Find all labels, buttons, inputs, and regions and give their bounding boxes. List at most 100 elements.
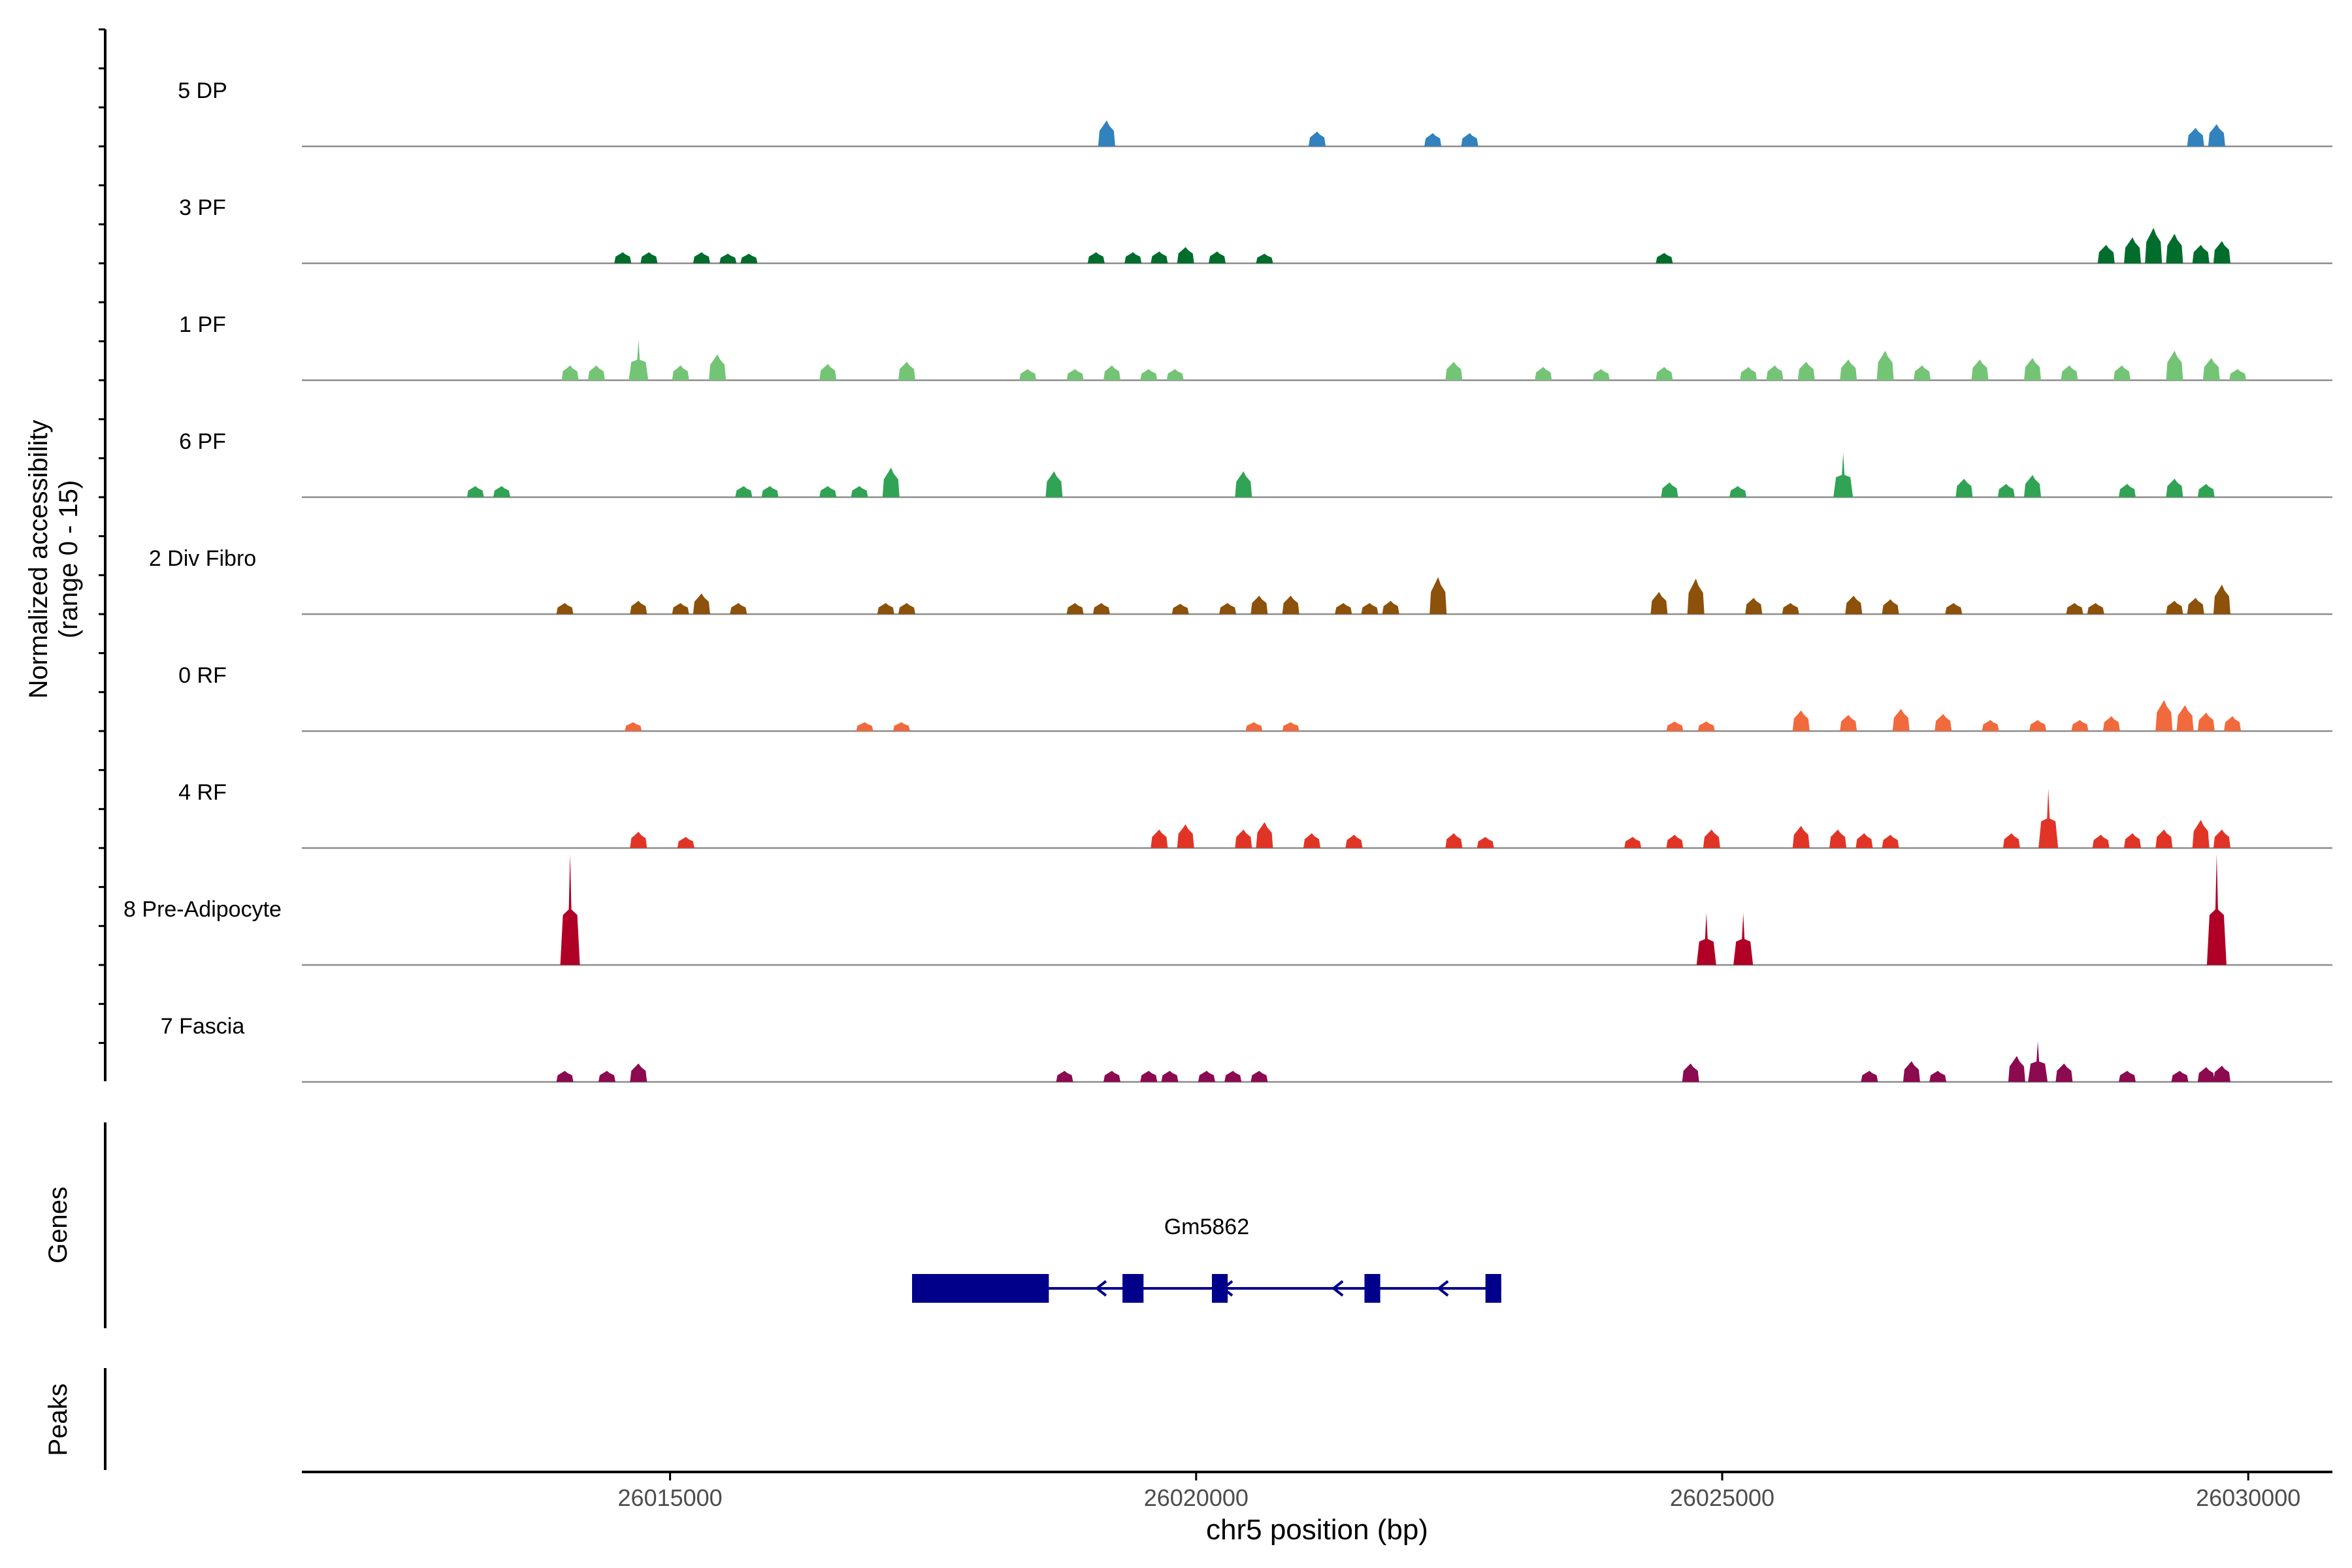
- coverage-peak: [1914, 365, 1931, 380]
- coverage-peak: [2028, 1041, 2048, 1082]
- coverage-peak: [2166, 350, 2183, 380]
- coverage-peak: [493, 486, 510, 497]
- gene-exon: [1485, 1274, 1501, 1303]
- coverage-peak: [1882, 834, 1899, 848]
- coverage-peak: [2024, 358, 2041, 380]
- coverage-peak: [2087, 603, 2104, 614]
- coverage-peak: [598, 1071, 615, 1082]
- gene-exon: [1211, 1274, 1228, 1303]
- track-label: 6 PF: [179, 429, 226, 454]
- coverage-peak: [2029, 720, 2047, 731]
- coverage-peak: [2197, 483, 2215, 497]
- coverage-peak: [1656, 253, 1673, 263]
- coverage-peak: [693, 593, 710, 614]
- coverage-peak: [1882, 599, 1899, 614]
- coverage-peak: [466, 486, 484, 497]
- coverage-peak: [882, 467, 900, 497]
- coverage-peak: [1166, 369, 1184, 380]
- coverage-peak: [1876, 350, 1894, 380]
- coverage-peak: [2192, 244, 2210, 263]
- coverage-peak: [1624, 837, 1642, 848]
- track-label: 5 DP: [178, 78, 227, 103]
- coverage-peak: [630, 1063, 647, 1082]
- coverage-peak: [1361, 603, 1379, 614]
- coverage-peak: [1235, 829, 1252, 848]
- coverage-peak: [630, 832, 647, 848]
- track-label: 0 RF: [178, 663, 227, 688]
- coverage-peak: [1661, 482, 1678, 497]
- coverage-peak: [1282, 595, 1299, 614]
- coverage-peak: [1840, 715, 1857, 731]
- coverage-peak: [2145, 227, 2163, 263]
- x-tick-label: 26020000: [1144, 1484, 1249, 1511]
- coverage-peak: [1766, 365, 1784, 380]
- coverage-peak: [1303, 833, 1320, 848]
- coverage-peak: [2155, 700, 2173, 731]
- coverage-peak: [1729, 486, 1747, 497]
- coverage-peak: [1782, 603, 1799, 614]
- coverage-peak: [2097, 244, 2115, 263]
- track-label: 2 Div Fibro: [149, 546, 256, 571]
- coverage-peak: [629, 339, 649, 380]
- coverage-peak: [1656, 367, 1673, 380]
- track-7-fascia: 7 Fascia: [161, 1014, 2332, 1083]
- track-1-pf: 1 PF: [179, 312, 2332, 382]
- coverage-peak: [1177, 824, 1194, 848]
- coverage-peak: [2213, 829, 2230, 848]
- gene-exon: [912, 1274, 1049, 1303]
- coverage-peak: [2166, 478, 2183, 497]
- accessibility-y-axis: [99, 28, 106, 1081]
- coverage-peak: [2124, 833, 2141, 848]
- coverage-peak: [1198, 1071, 1215, 1082]
- coverage-peak: [1845, 595, 1863, 614]
- coverage-peak: [735, 486, 753, 497]
- coverage-peak: [2176, 705, 2194, 731]
- coverage-peak: [2187, 127, 2204, 146]
- coverage-peak: [819, 364, 837, 380]
- track-label: 7 Fascia: [161, 1014, 245, 1039]
- coverage-peak: [2192, 819, 2210, 848]
- coverage-peak: [1245, 722, 1263, 731]
- coverage-peak: [2071, 720, 2089, 731]
- coverage-peak: [1797, 361, 1815, 380]
- coverage-peak: [1445, 361, 1463, 380]
- coverage-peak: [1124, 252, 1142, 263]
- coverage-peak: [1171, 604, 1189, 614]
- coverage-peak: [1429, 577, 1447, 614]
- strand-arrow-icon: [1094, 1280, 1107, 1297]
- track-label: 8 Pre-Adipocyte: [123, 897, 282, 922]
- coverage-peak: [2055, 1063, 2073, 1082]
- track-3-pf: 3 PF: [179, 195, 2332, 265]
- coverage-peak: [1224, 1071, 1242, 1082]
- x-tick-label: 26030000: [2196, 1484, 2300, 1511]
- coverage-peak: [1140, 1071, 1158, 1082]
- coverage-peak: [1833, 453, 1854, 497]
- coverage-peak: [2119, 1071, 2136, 1082]
- track-6-pf: 6 PF: [179, 429, 2332, 498]
- coverage-peak: [560, 854, 580, 965]
- coverage-peak: [2171, 1071, 2189, 1082]
- coverage-peak: [1103, 365, 1120, 380]
- coverage-peak: [1019, 369, 1037, 380]
- coverage-peak: [1056, 1071, 1073, 1082]
- strand-arrow-icon: [1437, 1280, 1449, 1297]
- coverage-peak: [2066, 603, 2083, 614]
- track-5-dp: 5 DP: [178, 78, 2332, 148]
- coverage-peak: [1687, 578, 1705, 614]
- coverage-peak: [1929, 1071, 1947, 1082]
- coverage-peak: [877, 603, 894, 614]
- track-label: 4 RF: [178, 780, 227, 805]
- coverage-peak: [1092, 603, 1110, 614]
- coverage-peak: [587, 365, 605, 380]
- coverage-peak: [1892, 709, 1910, 731]
- peaks-track-label: Peaks: [44, 1383, 73, 1456]
- coverage-peak: [1971, 359, 1989, 380]
- gene-model: Gm5862: [912, 1215, 1501, 1303]
- gene-exon: [1122, 1274, 1144, 1303]
- coverage-peak: [556, 1071, 574, 1082]
- coverage-peak: [1345, 834, 1363, 848]
- coverage-peak: [1461, 133, 1478, 146]
- coverage-peak: [2119, 483, 2136, 497]
- coverage-peak: [693, 252, 710, 263]
